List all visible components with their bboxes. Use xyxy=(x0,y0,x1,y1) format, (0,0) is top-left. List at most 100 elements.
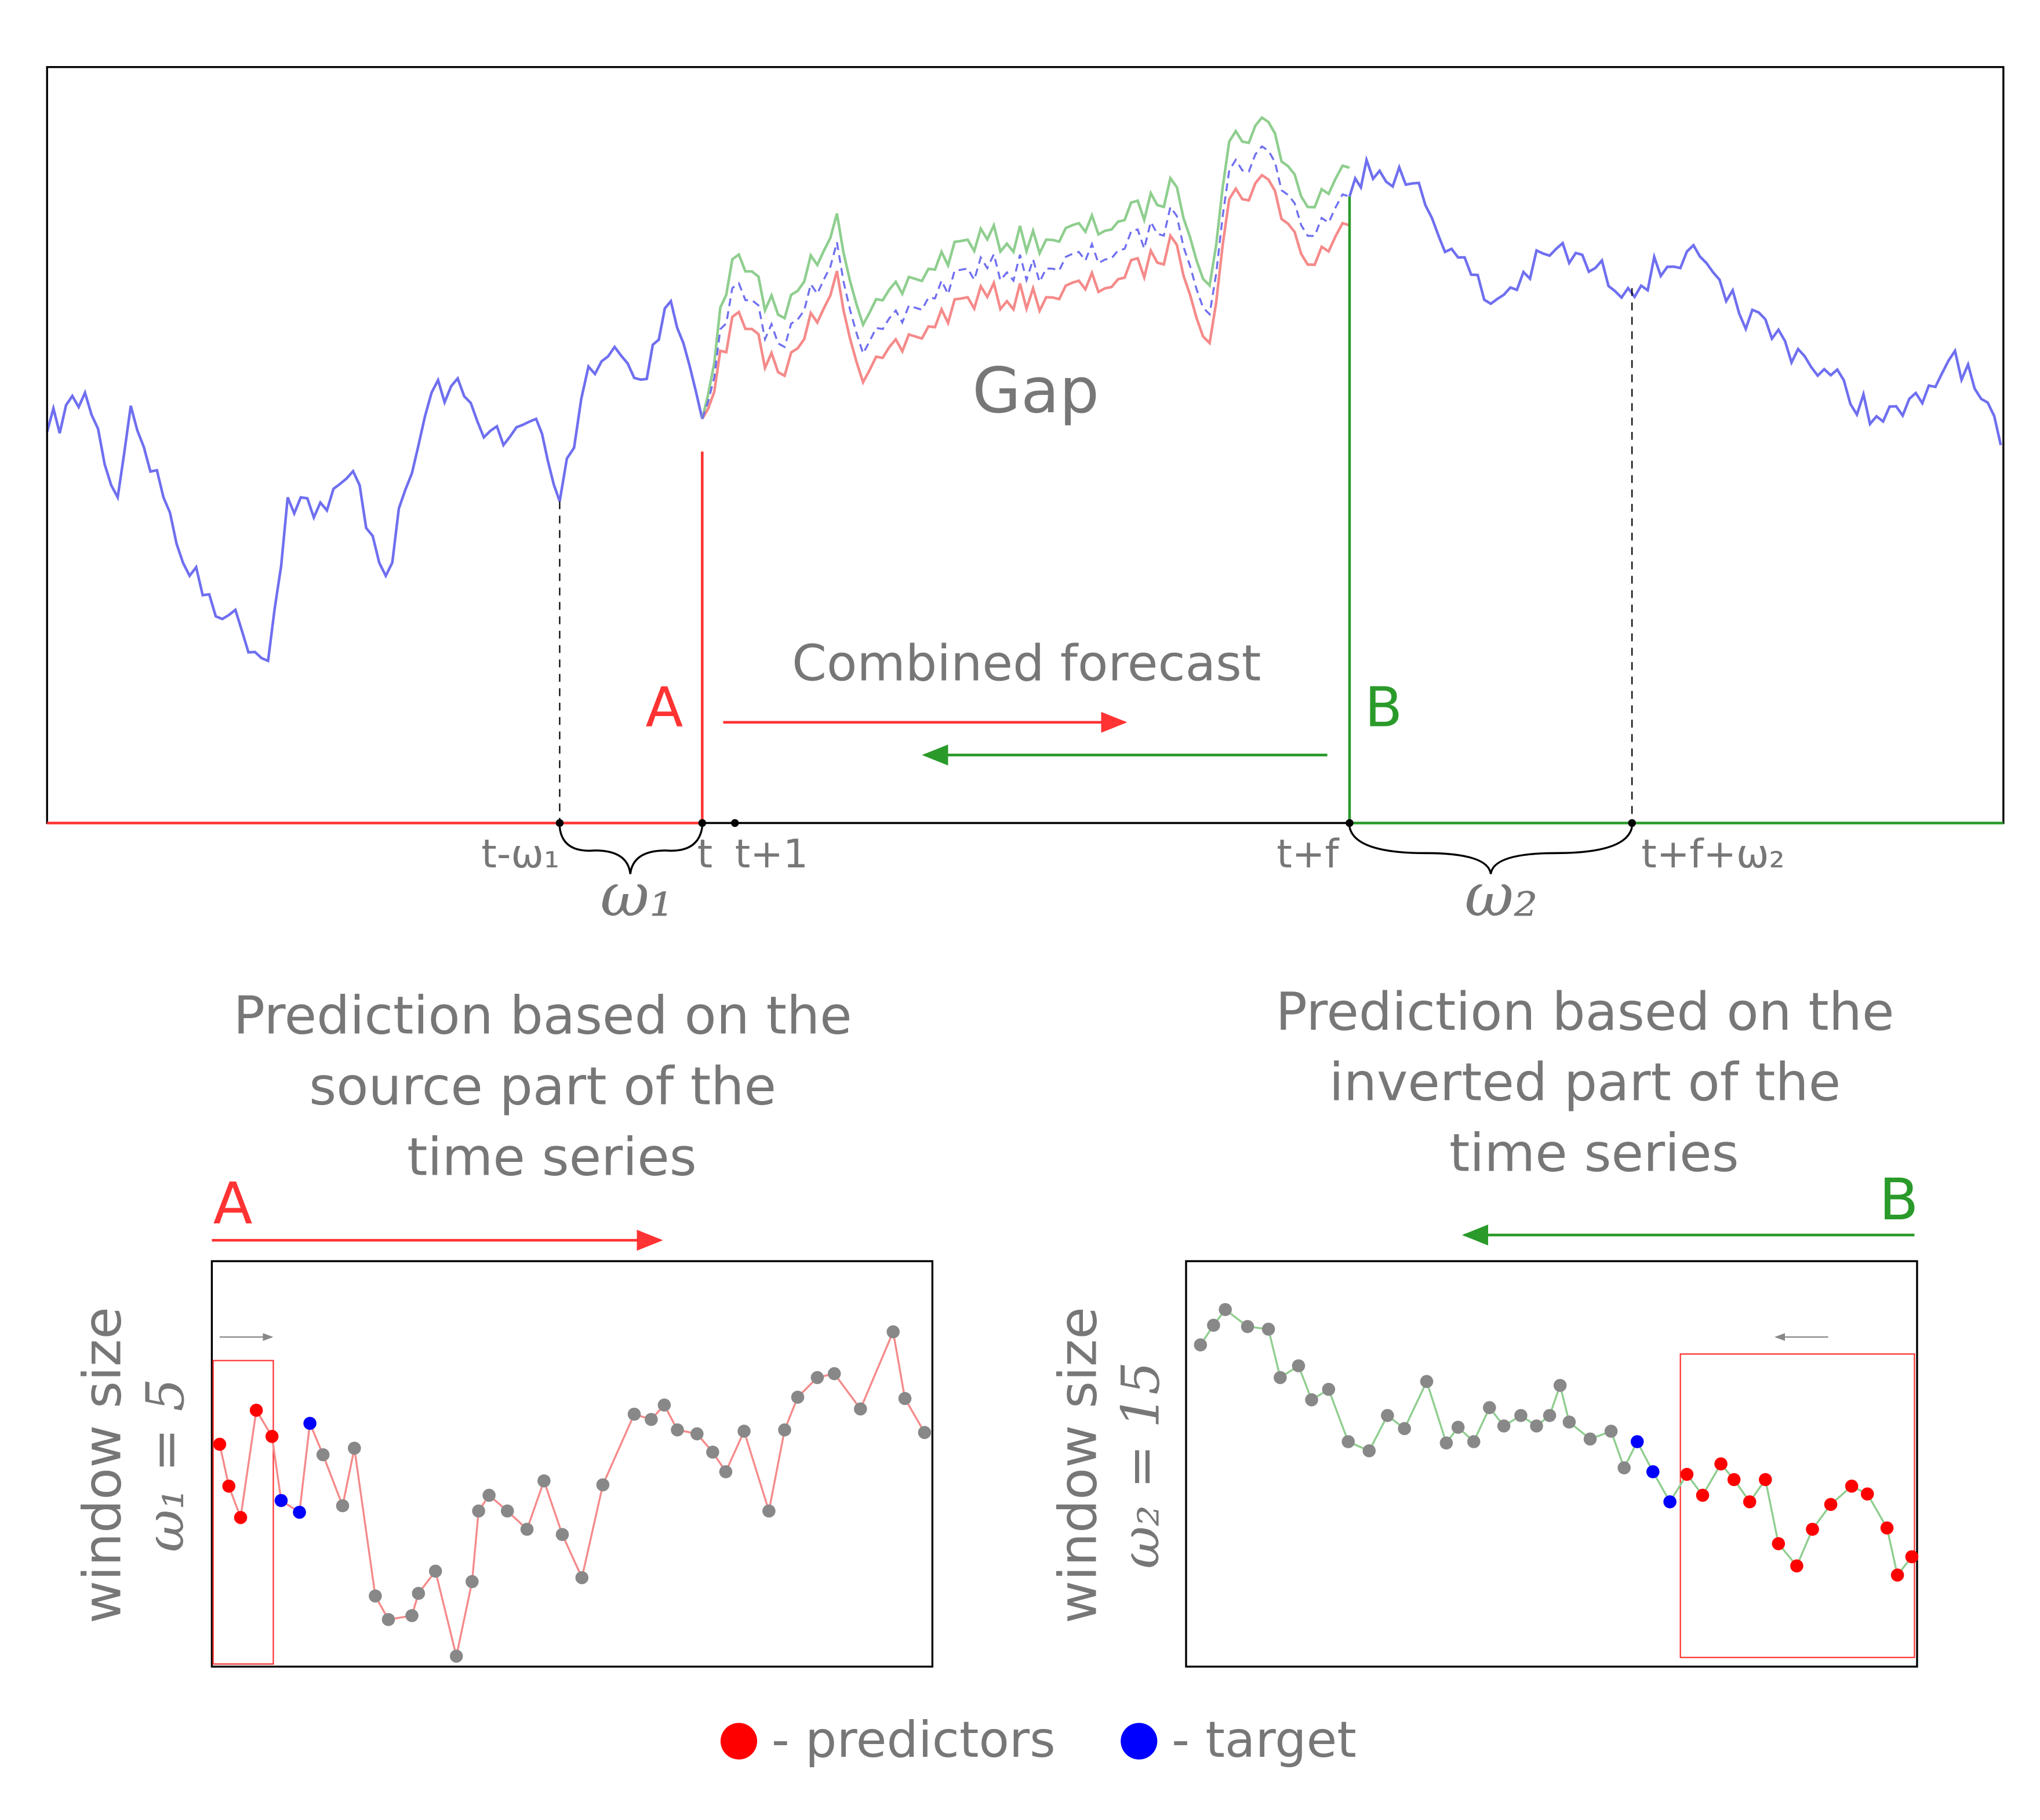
sample-point xyxy=(555,1528,569,1541)
sample-point xyxy=(1194,1338,1208,1352)
brace-2 xyxy=(1348,826,1633,874)
series-lines xyxy=(46,115,2002,663)
sample-point xyxy=(1663,1495,1677,1509)
sample-point xyxy=(1322,1382,1336,1396)
sample-point xyxy=(348,1441,361,1455)
sample-point xyxy=(1305,1393,1318,1407)
sample-point xyxy=(500,1504,514,1518)
sample-point xyxy=(449,1650,463,1663)
sample-point xyxy=(1362,1444,1376,1458)
window-size: ω₂ = 15 xyxy=(1111,1361,1172,1568)
sample-point xyxy=(466,1575,479,1589)
legend-swatch xyxy=(720,1723,758,1760)
sample-point xyxy=(1824,1498,1838,1512)
sample-point xyxy=(1680,1467,1694,1481)
sample-point xyxy=(1483,1401,1496,1415)
sample-point xyxy=(472,1504,485,1518)
sample-point xyxy=(810,1371,824,1385)
marker-a: A xyxy=(646,676,683,740)
sample-point xyxy=(1630,1435,1644,1448)
sample-point xyxy=(405,1609,419,1622)
axis-label: t-ω₁ xyxy=(481,831,559,877)
right-frame xyxy=(1185,1260,1918,1668)
axis-label: t+1 xyxy=(735,831,808,877)
sample-point xyxy=(428,1564,442,1578)
sample-point xyxy=(213,1437,227,1451)
sample-point xyxy=(791,1390,805,1404)
sample-point xyxy=(265,1430,279,1443)
left-window xyxy=(212,1360,274,1665)
axis-label: t+f+ω₂ xyxy=(1641,831,1785,877)
sample-point xyxy=(293,1506,306,1519)
sample-point xyxy=(1617,1461,1631,1474)
sample-point xyxy=(274,1494,288,1507)
sample-point xyxy=(898,1392,912,1405)
caption-line: time series xyxy=(1449,1123,1739,1184)
direction-a: A xyxy=(213,1171,253,1237)
sample-point xyxy=(918,1426,932,1439)
sample-point xyxy=(1420,1375,1434,1388)
brace-1 xyxy=(558,826,704,874)
left-caption: Prediction based on the source part of t… xyxy=(234,986,852,1188)
sample-point xyxy=(1905,1550,1919,1564)
sample-point xyxy=(482,1488,496,1502)
window-label: ω₂ xyxy=(1465,861,1538,931)
sample-point xyxy=(1467,1435,1481,1448)
sample-point xyxy=(1543,1409,1557,1422)
sample-point xyxy=(249,1404,263,1417)
window-size: ω₁ = 5 xyxy=(135,1378,196,1552)
sample-point xyxy=(1772,1537,1786,1550)
sample-point xyxy=(222,1479,236,1493)
top-frame xyxy=(46,66,2005,824)
sample-point xyxy=(1514,1409,1528,1422)
forward-forecast xyxy=(701,173,1350,420)
sample-point xyxy=(690,1427,704,1441)
combined-label: Combined forecast xyxy=(792,635,1261,693)
sample-point xyxy=(778,1423,791,1437)
legend-label: - target xyxy=(1172,1711,1357,1769)
sample-point xyxy=(1261,1323,1275,1336)
sample-point xyxy=(596,1478,610,1492)
sample-point xyxy=(1604,1425,1618,1438)
sample-point xyxy=(1743,1495,1757,1509)
sample-point xyxy=(737,1425,751,1438)
sample-point xyxy=(1292,1359,1306,1372)
axis-title: window size xyxy=(72,1307,133,1623)
legend-swatch xyxy=(1121,1723,1158,1760)
gap-label: Gap xyxy=(972,354,1099,427)
sample-point xyxy=(1398,1422,1411,1436)
left-frame xyxy=(210,1260,934,1668)
sample-point xyxy=(827,1367,841,1381)
caption-line: Prediction based on the xyxy=(1275,982,1894,1042)
sample-point xyxy=(1860,1487,1874,1501)
sample-point xyxy=(234,1511,248,1524)
right-window xyxy=(1679,1353,1915,1658)
sample-point xyxy=(1890,1568,1904,1582)
sample-point xyxy=(303,1416,317,1430)
sample-point xyxy=(336,1499,350,1513)
sample-point xyxy=(1696,1488,1710,1502)
sample-point xyxy=(369,1589,382,1603)
right-caption: Prediction based on the inverted part of… xyxy=(1275,982,1894,1184)
sample-point xyxy=(520,1523,534,1536)
sample-point xyxy=(1759,1473,1772,1487)
sample-point xyxy=(671,1423,684,1437)
target-series xyxy=(1348,155,2002,446)
ticks xyxy=(555,819,1636,827)
legend-label: - predictors xyxy=(772,1711,1056,1769)
direction-b: B xyxy=(1879,1167,1918,1233)
sample-point xyxy=(1241,1320,1254,1334)
axis-title: window size xyxy=(1048,1307,1108,1623)
sample-point xyxy=(1727,1473,1741,1487)
sample-point xyxy=(1790,1559,1803,1573)
sample-point xyxy=(1381,1409,1394,1422)
sample-point xyxy=(1646,1465,1660,1478)
combined-forecast xyxy=(701,145,1350,420)
sample-point xyxy=(1880,1521,1894,1535)
caption-line: Prediction based on the xyxy=(234,986,852,1047)
sample-point xyxy=(381,1612,395,1626)
axis-label: t+f xyxy=(1277,831,1340,877)
caption-line: time series xyxy=(407,1127,697,1187)
sample-point xyxy=(1341,1435,1355,1448)
